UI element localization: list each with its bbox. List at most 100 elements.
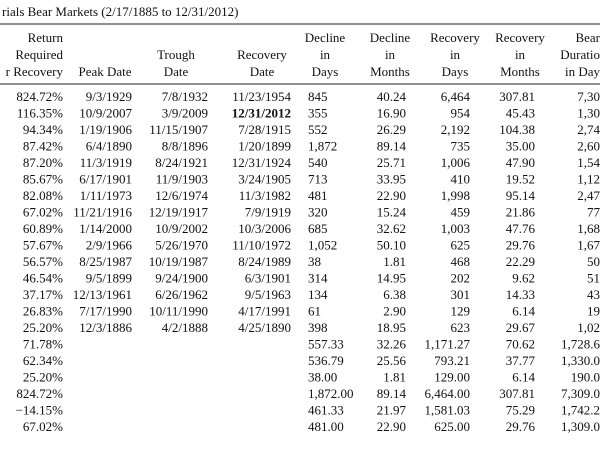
table-cell: 129 (451, 304, 471, 319)
column-header: Bear (575, 30, 600, 45)
summary-cell: 6,464.00 (425, 386, 471, 401)
summary-cell: 6.14 (512, 370, 535, 385)
column-header: Days (312, 64, 339, 79)
table-cell: 4/25/1890 (238, 320, 291, 335)
summary-cell: 1.81 (383, 370, 406, 385)
table-cell: 1,30 (577, 106, 600, 121)
table-cell: 1/11/1973 (80, 188, 132, 203)
table-cell: 50 (587, 254, 600, 269)
table-cell: 12/31/1924 (232, 155, 292, 170)
column-header: Recovery (495, 30, 545, 45)
table-cell: 6/17/1901 (79, 172, 132, 187)
summary-cell: 461.33 (308, 403, 344, 418)
table-cell: 19.52 (506, 172, 535, 187)
summary-cell: 1,872.00 (308, 386, 354, 401)
table-cell: 3/24/1905 (238, 172, 291, 187)
column-header: Decline (305, 30, 346, 45)
table-cell: 51 (587, 271, 600, 286)
table-cell: 9.62 (512, 271, 535, 286)
table-cell: 954 (451, 106, 471, 121)
table-cell: 398 (308, 320, 328, 335)
table-cell: 1,872 (308, 139, 337, 154)
table-cell: 8/24/1921 (155, 155, 208, 170)
table-cell: 7/17/1990 (79, 304, 132, 319)
table-cell: 12/6/1974 (155, 188, 208, 203)
table-cell: 1,12 (577, 172, 600, 187)
table-cell: 61 (308, 304, 321, 319)
summary-cell: 70.62 (506, 337, 535, 352)
table-cell: 2/9/1966 (86, 238, 133, 253)
table-cell: 29.67 (506, 320, 536, 335)
table-cell: 713 (308, 172, 328, 187)
summary-cell: 190.0 (571, 370, 600, 385)
table-cell: 19 (587, 304, 600, 319)
table-cell: 47.76 (506, 221, 536, 236)
table-cell: 2.90 (383, 304, 406, 319)
table-cell: 26.83% (23, 304, 63, 319)
table-cell: 1/19/1906 (79, 122, 132, 137)
table-cell: 12/3/1886 (79, 320, 132, 335)
column-header: Required (15, 47, 63, 62)
table-cell: 87.42% (23, 139, 63, 154)
summary-cell: 129.00 (434, 370, 470, 385)
table-cell: 14.95 (377, 271, 406, 286)
summary-cell: 71.78% (23, 337, 63, 352)
table-cell: 40.24 (377, 89, 407, 104)
table-cell: 11/9/1903 (156, 172, 208, 187)
table-cell: 8/8/1896 (162, 139, 209, 154)
table-cell: 307.81 (499, 89, 535, 104)
table-cell: 8/24/1989 (238, 254, 291, 269)
table-cell: 33.95 (377, 172, 406, 187)
table-cell: 16.90 (377, 106, 406, 121)
table-cell: 1.81 (383, 254, 406, 269)
table-cell: 6.38 (383, 287, 406, 302)
table-cell: 5/26/1970 (155, 238, 208, 253)
column-header: in (450, 47, 461, 62)
table-cell: 314 (308, 271, 328, 286)
summary-cell: 1,309.0 (561, 419, 600, 434)
table-cell: 11/3/1919 (80, 155, 132, 170)
table-cell: 481 (308, 188, 328, 203)
table-cell: 60.89% (23, 221, 63, 236)
table-cell: 22.90 (377, 188, 406, 203)
table-cell: 2,192 (441, 122, 470, 137)
table-cell: 95.14 (506, 188, 536, 203)
table-cell: 11/3/1982 (239, 188, 291, 203)
table-cell: 459 (451, 205, 471, 220)
table-cell: 116.35% (17, 106, 63, 121)
summary-cell: 1,330.0 (561, 353, 600, 368)
table-cell: 94.34% (23, 122, 63, 137)
table-cell: 735 (451, 139, 471, 154)
summary-cell: 307.81 (499, 386, 535, 401)
table-cell: 9/3/1929 (86, 89, 132, 104)
table-cell: 15.24 (377, 205, 407, 220)
table-cell: 355 (308, 106, 328, 121)
summary-cell: 1,581.03 (425, 403, 471, 418)
table-cell: 1,006 (441, 155, 471, 170)
table-cell: 12/13/1961 (73, 287, 132, 302)
table-cell: 9/24/1900 (155, 271, 208, 286)
summary-cell: 67.02% (23, 419, 63, 434)
summary-cell: 25.56 (377, 353, 407, 368)
table-cell: 625 (451, 238, 471, 253)
table-cell: 38 (308, 254, 321, 269)
column-header: Days (442, 64, 469, 79)
table-cell: 56.57% (23, 254, 63, 269)
table-cell: 35.00 (506, 139, 535, 154)
table-cell: 623 (451, 320, 471, 335)
table-cell: 21.86 (506, 205, 536, 220)
table-cell: 11/23/1954 (232, 89, 291, 104)
column-header: Recovery (430, 30, 480, 45)
table-cell: 320 (308, 205, 328, 220)
table-cell: 10/11/1990 (149, 304, 208, 319)
column-header: in (515, 47, 526, 62)
table-cell: 6,464 (441, 89, 471, 104)
table-cell: 10/3/2006 (238, 221, 291, 236)
table-cell: 4/2/1888 (162, 320, 208, 335)
table-cell: 1/20/1899 (238, 139, 291, 154)
column-header: Return (28, 30, 64, 45)
table-cell: 32.62 (377, 221, 406, 236)
summary-cell: 536.79 (308, 353, 344, 368)
table-cell: 2,74 (577, 122, 600, 137)
